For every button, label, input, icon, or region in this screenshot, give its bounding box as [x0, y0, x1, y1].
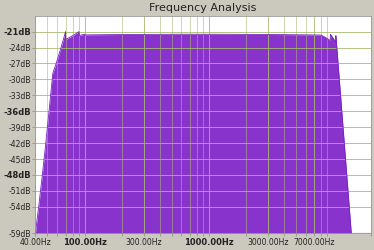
Title: Frequency Analysis: Frequency Analysis	[149, 4, 257, 14]
